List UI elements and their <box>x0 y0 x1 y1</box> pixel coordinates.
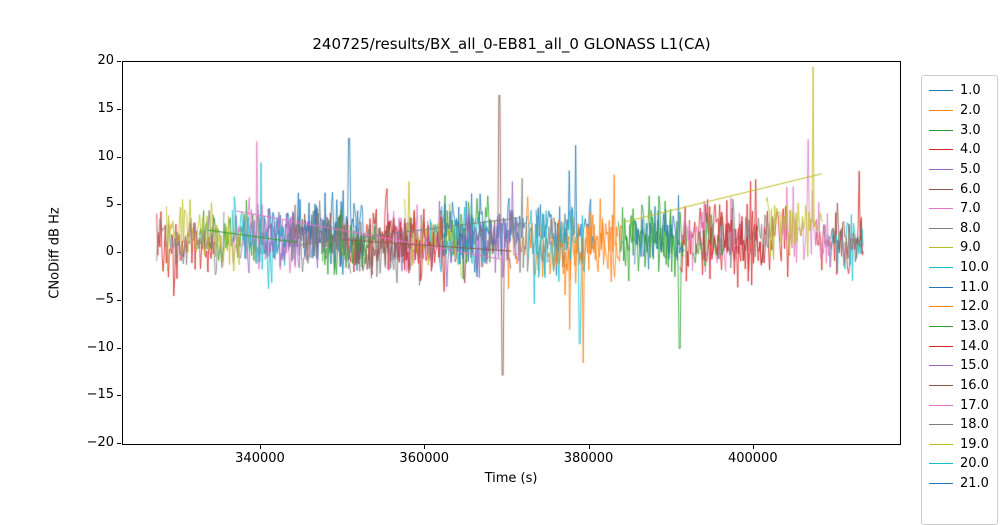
legend-label: 14.0 <box>960 338 989 354</box>
x-tick-mark <box>259 445 261 449</box>
legend-label: 7.0 <box>960 201 981 217</box>
legend-item: 13.0 <box>929 317 997 337</box>
legend-line-swatch <box>929 188 953 190</box>
y-tick-label: −20 <box>86 435 114 450</box>
legend-label: 6.0 <box>960 181 981 197</box>
legend-item: 8.0 <box>929 218 997 238</box>
y-tick-mark <box>117 347 121 349</box>
figure: 240725/results/BX_all_0-EB81_all_0 GLONA… <box>48 35 998 525</box>
y-tick-label: 20 <box>97 53 114 68</box>
legend-line-swatch <box>929 247 953 249</box>
legend: 1.0 2.0 3.0 4.0 5.0 6.0 7.0 8.0 9.0 10.0 11.0 12.0 1… <box>921 75 998 525</box>
legend-item: 20.0 <box>929 454 997 474</box>
legend-line-swatch <box>929 365 953 367</box>
legend-item: 3.0 <box>929 120 997 140</box>
legend-item: 21.0 <box>929 474 997 494</box>
legend-line-swatch <box>929 90 953 92</box>
legend-label: 3.0 <box>960 122 981 138</box>
y-tick-label: −15 <box>86 387 114 403</box>
y-tick-mark <box>117 156 121 158</box>
legend-label: 9.0 <box>960 240 981 256</box>
legend-line-swatch <box>929 345 953 347</box>
x-tick-mark <box>752 445 754 449</box>
figure-page: { "chart_data": { "type": "line", "title… <box>47 35 998 525</box>
y-tick-label: −5 <box>94 291 114 307</box>
legend-item: 4.0 <box>929 140 997 160</box>
legend-item: 19.0 <box>929 435 997 455</box>
y-tick-mark <box>117 252 121 253</box>
x-tick-label: 360000 <box>399 451 450 466</box>
legend-item: 5.0 <box>929 160 997 180</box>
plot-area <box>122 61 901 445</box>
legend-line-swatch <box>929 424 953 426</box>
x-tick-label: 380000 <box>563 451 614 466</box>
chart-title: 240725/results/BX_all_0-EB81_all_0 GLONA… <box>312 35 711 53</box>
legend-label: 10.0 <box>960 260 989 276</box>
legend-label: 4.0 <box>960 142 981 158</box>
legend-label: 5.0 <box>960 161 981 177</box>
legend-line-swatch <box>929 208 953 210</box>
y-tick-label: 10 <box>97 148 114 164</box>
y-tick-label: 15 <box>97 100 114 116</box>
legend-item: 6.0 <box>929 179 997 199</box>
x-tick-label: 400000 <box>727 451 778 466</box>
legend-item: 16.0 <box>929 376 997 396</box>
legend-line-swatch <box>929 306 953 308</box>
y-tick-label: 0 <box>105 244 114 259</box>
legend-label: 21.0 <box>960 476 989 492</box>
y-tick-mark <box>117 204 121 206</box>
legend-item: 14.0 <box>929 336 997 356</box>
legend-label: 16.0 <box>960 377 989 393</box>
legend-label: 2.0 <box>960 102 981 118</box>
legend-label: 19.0 <box>960 436 989 452</box>
legend-item: 10.0 <box>929 258 997 278</box>
chart-canvas <box>123 62 900 444</box>
legend-line-swatch <box>929 384 953 386</box>
legend-line-swatch <box>929 443 953 445</box>
legend-label: 13.0 <box>960 319 989 334</box>
legend-label: 11.0 <box>960 279 989 295</box>
x-axis-label: Time (s) <box>484 471 538 486</box>
legend-label: 8.0 <box>960 220 981 236</box>
legend-line-swatch <box>929 483 953 485</box>
legend-line-swatch <box>929 227 953 229</box>
legend-item: 18.0 <box>929 415 997 435</box>
legend-line-swatch <box>929 286 953 288</box>
legend-label: 18.0 <box>960 417 989 433</box>
legend-item: 15.0 <box>929 356 997 376</box>
legend-label: 1.0 <box>960 83 981 99</box>
legend-line-swatch <box>929 463 953 465</box>
legend-item: 9.0 <box>929 238 997 258</box>
y-tick-mark <box>117 61 121 62</box>
legend-label: 20.0 <box>960 456 989 472</box>
legend-line-swatch <box>929 109 953 111</box>
legend-item: 1.0 <box>929 81 997 101</box>
legend-line-swatch <box>929 326 953 327</box>
legend-line-swatch <box>929 267 953 269</box>
x-tick-mark <box>424 445 426 449</box>
y-tick-label: −10 <box>86 339 114 355</box>
x-tick-mark <box>588 445 590 449</box>
legend-label: 15.0 <box>960 358 989 374</box>
y-tick-mark <box>117 108 121 110</box>
legend-line-swatch <box>929 149 953 151</box>
legend-item: 17.0 <box>929 395 997 415</box>
y-tick-mark <box>117 395 121 397</box>
legend-item: 11.0 <box>929 277 997 297</box>
y-tick-label: 5 <box>105 196 114 212</box>
legend-item: 7.0 <box>929 199 997 219</box>
legend-label: 12.0 <box>960 299 989 315</box>
legend-item: 2.0 <box>929 101 997 121</box>
legend-line-swatch <box>929 129 953 131</box>
legend-line-swatch <box>929 168 953 170</box>
y-tick-mark <box>117 299 121 301</box>
y-tick-mark <box>117 443 121 444</box>
legend-line-swatch <box>929 404 953 406</box>
legend-label: 17.0 <box>960 397 989 413</box>
legend-item: 12.0 <box>929 297 997 317</box>
x-tick-label: 340000 <box>235 451 285 466</box>
